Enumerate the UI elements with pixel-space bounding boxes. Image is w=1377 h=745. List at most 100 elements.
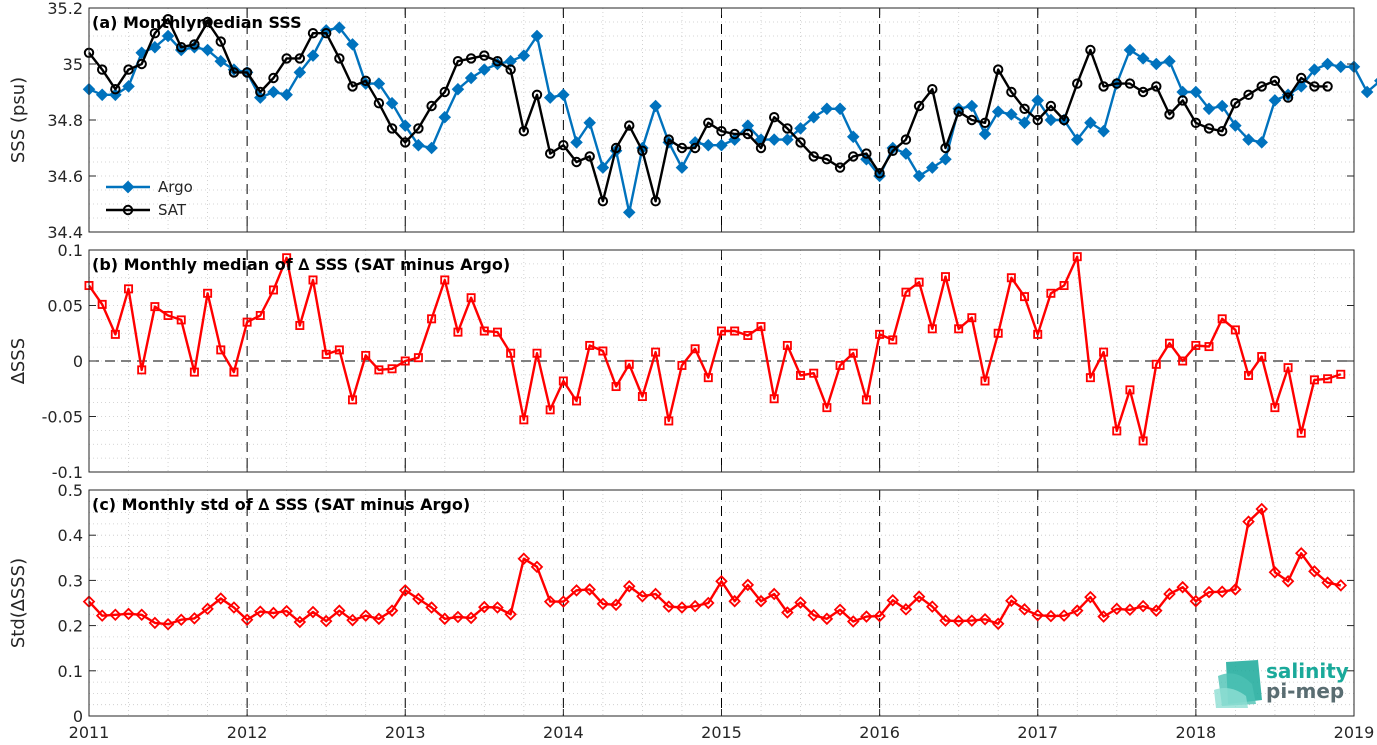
data-point [886,594,900,607]
data-point [464,611,478,625]
data-point [267,85,280,99]
data-point [781,606,794,619]
data-point [571,156,582,168]
data-point [1070,133,1084,146]
data-point [1124,78,1136,89]
data-point [965,99,979,113]
legend: Argo SAT [106,178,193,219]
data-point [517,552,531,565]
panel-b-median-delta-sss: -0.1 -0.05 0 0.05 0.1 ∆SSS (b) Monthly median … [8,241,1355,482]
data-point [715,138,728,152]
data-point [821,154,833,165]
data-point [1177,95,1188,106]
data-point [636,589,649,603]
data-point [833,603,847,617]
data-point [1204,342,1214,352]
data-point [1229,119,1242,132]
data-point [135,608,148,622]
data-point [426,100,437,112]
logo-text-salinity: salinity [1266,659,1349,683]
data-point [1321,57,1334,71]
data-point [978,127,992,141]
data-point [359,609,372,622]
data-point [728,594,741,608]
data-point [835,360,845,370]
data-point [1282,92,1294,103]
data-point [373,98,385,109]
data-point [1045,100,1057,112]
data-point [400,137,411,148]
data-point [939,152,952,166]
data-point [1059,281,1069,291]
x-tick-label: 2014 [543,723,584,742]
data-point [188,612,201,625]
data-point [1217,314,1227,324]
data-point [306,605,320,619]
y-tick-label: 35 [63,55,83,74]
x-tick-label: 2016 [859,723,900,742]
panel-title: (a) Monthlymedian SSS [92,13,302,32]
data-point [742,128,754,140]
data-point [1189,594,1203,608]
data-point [492,327,502,337]
data-point [861,148,872,159]
data-point [412,138,425,152]
data-point [427,314,437,324]
data-point [874,168,885,179]
data-point [203,288,213,298]
data-point [1268,565,1282,579]
data-point [543,595,557,608]
data-point [689,142,701,154]
data-point [1033,329,1043,339]
data-point [1031,94,1044,107]
data-point [557,88,570,102]
data-point [1018,603,1031,616]
data-point [820,612,834,626]
data-point [438,110,452,124]
data-point [176,315,186,325]
data-point [334,345,344,355]
data-point [214,54,228,68]
data-point [610,142,622,154]
data-point [347,81,358,92]
data-point [1136,52,1150,65]
data-point [361,350,371,360]
legend-marker [121,180,135,194]
data-point [609,598,623,612]
data-point [702,596,715,610]
data-point [583,583,596,596]
data-point [1070,604,1084,617]
data-point [517,49,531,62]
data-point [398,119,412,132]
data-point [1058,114,1070,126]
data-point [1164,338,1174,348]
data-point [440,275,450,285]
panel-title: (b) Monthly median of ∆ SSS (SAT minus A… [92,255,510,274]
data-point [1323,374,1333,384]
x-tick-label: 2015 [701,723,742,742]
data-point [452,56,464,67]
data-point [743,330,753,340]
data-point [978,612,992,626]
data-point [1123,603,1137,617]
data-point [1270,403,1280,413]
data-point [96,64,108,75]
data-point [1215,99,1229,113]
data-point [307,28,319,39]
data-point [1296,428,1306,438]
data-point [980,376,990,386]
x-tick-label: 2012 [227,723,268,742]
data-point [255,310,265,320]
data-point [122,80,135,93]
data-point [1176,580,1189,594]
data-point [1125,385,1135,395]
y-tick-label: 34.6 [47,167,83,186]
data-point [1110,602,1124,616]
data-point [796,370,806,380]
data-point [1084,590,1097,604]
data-point [385,96,399,110]
data-point [1006,86,1017,98]
data-point [241,67,253,78]
data-point [282,253,292,263]
data-point [1163,54,1176,68]
